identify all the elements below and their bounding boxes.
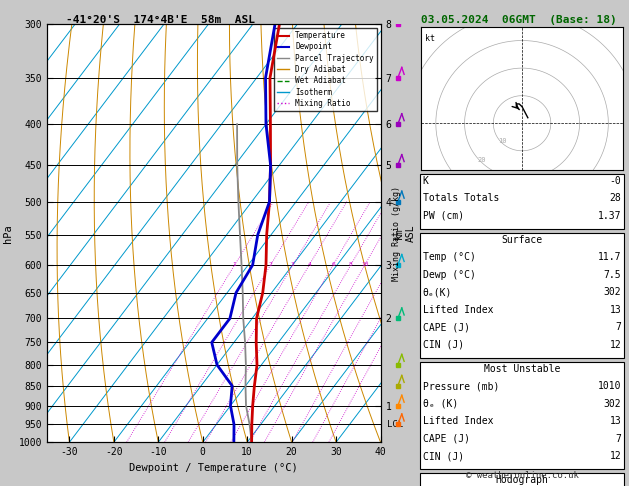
Text: CIN (J): CIN (J) — [423, 340, 464, 350]
Text: LCL: LCL — [387, 420, 404, 429]
Text: 6: 6 — [331, 262, 335, 267]
Text: θₑ (K): θₑ (K) — [423, 399, 458, 409]
Text: 8: 8 — [349, 262, 353, 267]
Text: © weatheronline.co.uk: © weatheronline.co.uk — [465, 471, 579, 480]
Text: 1: 1 — [233, 262, 237, 267]
Text: 13: 13 — [610, 416, 621, 426]
Text: Hodograph: Hodograph — [496, 475, 548, 485]
Text: 302: 302 — [604, 399, 621, 409]
Text: 1010: 1010 — [598, 381, 621, 391]
Text: 30: 30 — [457, 176, 466, 182]
Text: CIN (J): CIN (J) — [423, 451, 464, 461]
Text: Surface: Surface — [501, 235, 543, 245]
Text: 7: 7 — [616, 322, 621, 332]
Text: PW (cm): PW (cm) — [423, 211, 464, 221]
Legend: Temperature, Dewpoint, Parcel Trajectory, Dry Adiabat, Wet Adiabat, Isotherm, Mi: Temperature, Dewpoint, Parcel Trajectory… — [274, 28, 377, 111]
Text: 13: 13 — [610, 305, 621, 315]
Text: Totals Totals: Totals Totals — [423, 193, 499, 204]
Text: 3: 3 — [291, 262, 295, 267]
Text: 10: 10 — [361, 262, 369, 267]
Y-axis label: hPa: hPa — [3, 224, 13, 243]
Text: -0: -0 — [610, 176, 621, 186]
Text: 7.5: 7.5 — [604, 270, 621, 280]
Text: kt: kt — [425, 34, 435, 43]
Text: Dewp (°C): Dewp (°C) — [423, 270, 476, 280]
Text: 12: 12 — [610, 451, 621, 461]
Text: Mixing Ratio (g/kg): Mixing Ratio (g/kg) — [392, 186, 401, 281]
Text: CAPE (J): CAPE (J) — [423, 434, 470, 444]
Text: -41°20'S  174°4B'E  58m  ASL: -41°20'S 174°4B'E 58m ASL — [66, 15, 255, 25]
X-axis label: Dewpoint / Temperature (°C): Dewpoint / Temperature (°C) — [130, 463, 298, 473]
Text: 4: 4 — [308, 262, 311, 267]
Text: Temp (°C): Temp (°C) — [423, 252, 476, 262]
Y-axis label: km
ASL: km ASL — [394, 225, 416, 242]
Text: 2: 2 — [269, 262, 272, 267]
Text: 1.37: 1.37 — [598, 211, 621, 221]
Text: Lifted Index: Lifted Index — [423, 305, 493, 315]
Text: Lifted Index: Lifted Index — [423, 416, 493, 426]
Text: 11.7: 11.7 — [598, 252, 621, 262]
Text: 302: 302 — [604, 287, 621, 297]
Text: 12: 12 — [610, 340, 621, 350]
Text: Most Unstable: Most Unstable — [484, 364, 560, 374]
Text: 20: 20 — [477, 157, 486, 163]
Text: Pressure (mb): Pressure (mb) — [423, 381, 499, 391]
Text: 03.05.2024  06GMT  (Base: 18): 03.05.2024 06GMT (Base: 18) — [421, 15, 617, 25]
Text: CAPE (J): CAPE (J) — [423, 322, 470, 332]
Text: 28: 28 — [610, 193, 621, 204]
Text: K: K — [423, 176, 428, 186]
Text: 10: 10 — [498, 138, 506, 143]
Text: θₑ(K): θₑ(K) — [423, 287, 452, 297]
Text: 7: 7 — [616, 434, 621, 444]
